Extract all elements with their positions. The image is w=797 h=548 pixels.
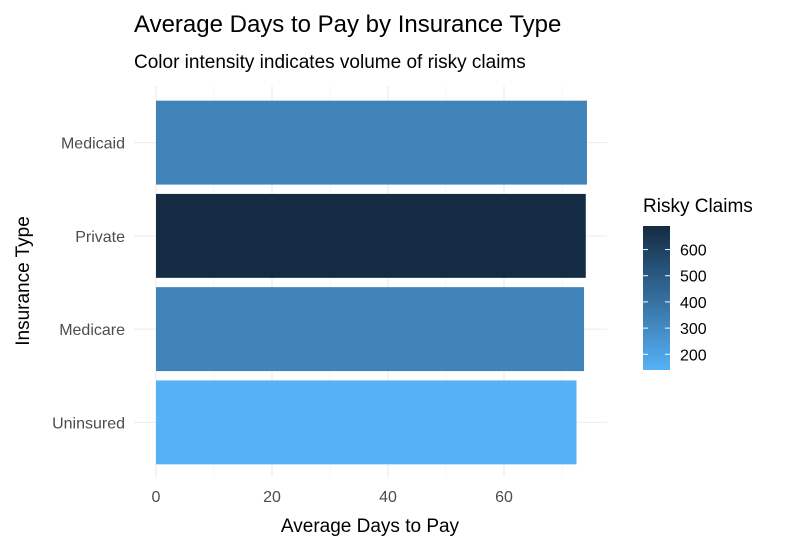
y-tick-label: Medicaid	[61, 136, 125, 153]
y-axis-tick-labels: Uninsured Medicare Private Medicaid	[52, 136, 125, 433]
legend-tick-label: 600	[680, 243, 707, 260]
bar-private	[156, 193, 586, 278]
chart-title: Average Days to Pay by Insurance Type	[134, 11, 561, 38]
legend-title: Risky Claims	[643, 196, 753, 217]
legend-tick-label: 400	[680, 295, 707, 312]
x-axis-tick-labels: 0 20 40 60	[152, 489, 513, 506]
x-tick-label: 20	[263, 489, 281, 506]
y-axis-title: Insurance Type	[13, 216, 34, 346]
chart-subtitle: Color intensity indicates volume of risk…	[134, 52, 526, 73]
x-tick-label: 60	[495, 489, 513, 506]
legend-tick-label: 200	[680, 347, 707, 364]
bar-uninsured	[156, 380, 577, 465]
x-tick-label: 40	[379, 489, 397, 506]
bar-medicaid	[156, 100, 587, 185]
bar-medicare	[156, 287, 585, 372]
y-tick-label: Medicare	[59, 322, 125, 339]
legend-ticks: 200 300 400 500 600	[643, 243, 707, 364]
legend-tick-label: 500	[680, 269, 707, 286]
y-tick-label: Private	[75, 229, 125, 246]
x-axis-title: Average Days to Pay	[281, 516, 460, 537]
color-legend: Risky Claims 200 300 400 500 600	[643, 196, 753, 370]
legend-tick-label: 300	[680, 321, 707, 338]
x-tick-label: 0	[152, 489, 161, 506]
bars	[156, 100, 587, 465]
y-tick-label: Uninsured	[52, 415, 125, 432]
legend-color-bar	[643, 226, 670, 370]
